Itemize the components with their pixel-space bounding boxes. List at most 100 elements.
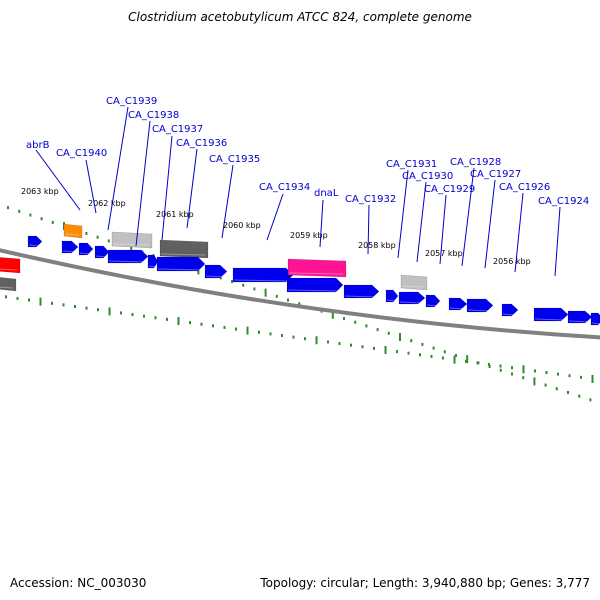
kbp-label: 2061 kbp [156,210,194,219]
gene-label: abrB [26,140,50,151]
accession-text: Accession: NC_003030 [10,576,147,590]
feature-block [111,231,153,249]
leader-line [514,192,524,273]
gene-label: CA_C1935 [209,154,260,165]
feature-shade [401,285,425,288]
gene-arrow [385,289,399,303]
feature-shade [95,255,107,258]
gene-label: CA_C1924 [538,196,589,207]
leader-line [397,169,409,259]
leader-line [319,199,324,248]
gene-arrow [398,291,426,305]
feature-shade [287,289,341,292]
feature-shade [79,252,91,255]
gene-label: CA_C1936 [176,138,227,149]
gene-arrow [533,307,569,322]
gene-arrow [27,235,43,248]
genome-backbone [0,248,600,340]
feature-shade [386,299,396,302]
gene-arrow [204,264,228,279]
gene-arrow [425,294,441,308]
feature-block [159,239,209,259]
gene-label: CA_C1927 [470,169,521,180]
feature-shade [288,272,344,275]
leader-line [439,194,447,265]
gene-label: CA_C1932 [345,194,396,205]
inner-tick-ring [5,295,594,383]
gene-arrow [466,298,494,313]
kbp-label: 2056 kbp [493,257,531,266]
feature-shade [233,279,291,282]
feature-shade [399,301,423,304]
gene-label: CA_C1930 [402,171,453,182]
gene-arrow [107,249,149,264]
feature-shade [205,275,225,278]
gene-label: CA_C1939 [106,96,157,107]
leader-line [461,167,475,267]
gene-label: CA_C1931 [386,159,437,170]
feature-shade [0,268,18,271]
feature-shade [534,318,566,321]
leader-line [266,193,284,241]
feature-shade [449,307,465,310]
gene-arrow [286,277,344,293]
gene-arrow [156,256,206,272]
gene-arrow [61,240,79,254]
feature-block [0,257,21,274]
feature-block [400,274,428,291]
kbp-label: 2057 kbp [425,249,463,258]
kbp-label: 2059 kbp [290,231,328,240]
gene-labels: abrB CA_C1940 CA_C1939 CA_C1938 CA_C1937 CA_C… [26,96,589,277]
feature-shade [157,268,203,271]
leader-line [367,204,370,255]
leader-line [35,149,81,211]
feature-shade [426,304,438,307]
gene-arrow [147,254,159,269]
kbp-scale: 2063 kbp 2062 kbp 2061 kbp 2060 kbp 2059 kbp… [21,187,531,266]
feature-shade [62,250,76,253]
genome-summary-text: Topology: circular; Length: 3,940,880 bp… [260,576,590,590]
leader-line [416,181,427,263]
gene-label: CA_C1926 [499,182,550,193]
feature-block [287,258,347,278]
leader-line [484,179,496,269]
feature-shade [108,260,146,263]
feature-shade [160,253,206,256]
leader-line [135,120,151,247]
feature-shade [0,286,14,289]
feature-block [0,277,17,292]
feature-block [63,223,83,239]
gene-label: CA_C1940 [56,148,107,159]
feature-shade [591,322,600,325]
gene-label: CA_C1934 [259,182,310,193]
gene-label: CA_C1938 [128,110,179,121]
leader-line [107,106,129,231]
feature-shade [64,233,80,236]
feature-shade [344,295,377,298]
feature-track [0,223,600,326]
leader-line [85,159,97,214]
gene-arrow [343,284,380,299]
feature-shade [28,244,40,247]
leader-line [186,148,198,229]
feature-shade [148,265,156,268]
feature-shade [467,309,491,312]
leader-line [221,164,234,239]
gene-label: CA_C1937 [152,124,203,135]
kbp-label: 2058 kbp [358,241,396,250]
feature-shade [502,313,516,316]
gene-label: dnaL [314,188,339,199]
gene-arrow [501,303,519,317]
leader-line [161,135,173,241]
gene-arrow [567,310,593,324]
gene-arrow [448,297,468,311]
map-title: Clostridium acetobutylicum ATCC 824, com… [128,10,472,24]
gene-label: CA_C1929 [424,184,475,195]
gene-arrow [94,245,110,259]
gene-arrow [78,242,94,256]
leader-line [554,206,561,277]
kbp-label: 2062 kbp [88,199,126,208]
feature-shade [112,243,150,246]
gene-arrow [590,312,600,326]
